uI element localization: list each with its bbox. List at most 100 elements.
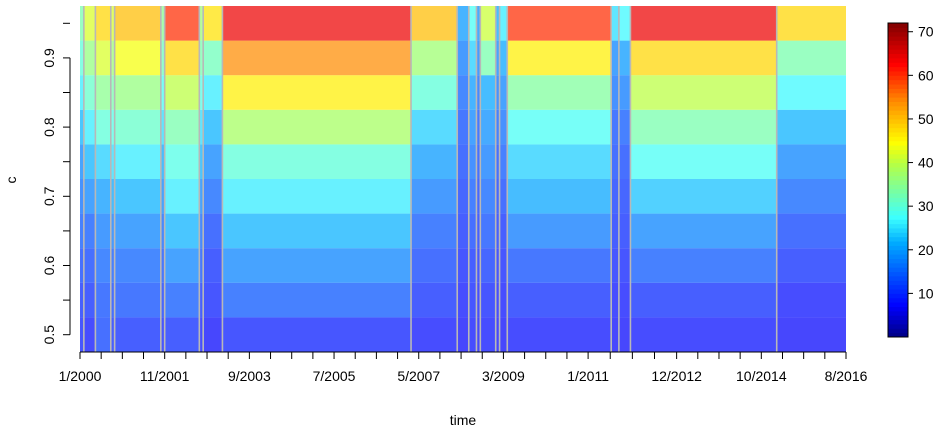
y-tick-label: 0.6 bbox=[41, 256, 57, 276]
heat-cell bbox=[80, 248, 84, 283]
heat-cell bbox=[476, 213, 481, 249]
heat-cell bbox=[95, 248, 111, 283]
heat-cell bbox=[160, 317, 165, 352]
heat-cell bbox=[411, 40, 458, 76]
heat-cell bbox=[618, 40, 631, 76]
y-tick-label: 0.9 bbox=[41, 48, 57, 68]
heat-cell bbox=[110, 144, 115, 179]
heat-cell bbox=[611, 213, 619, 249]
heat-cell bbox=[776, 179, 846, 214]
heat-cell bbox=[80, 144, 84, 179]
heat-cell bbox=[499, 109, 508, 145]
heat-cell bbox=[203, 144, 223, 179]
colorbar-swatch bbox=[888, 136, 908, 142]
heat-cell bbox=[411, 109, 458, 145]
colorbar-swatch bbox=[888, 293, 908, 299]
heat-cell bbox=[83, 109, 96, 145]
heat-cell bbox=[411, 248, 458, 283]
heat-cell bbox=[80, 6, 84, 41]
heat-cell bbox=[476, 109, 481, 145]
heat-cell bbox=[110, 282, 115, 318]
heat-cell bbox=[199, 317, 204, 352]
heat-cell bbox=[160, 6, 165, 41]
heat-cell bbox=[411, 282, 458, 318]
colorbar-swatch bbox=[888, 306, 908, 312]
heat-cell bbox=[114, 248, 161, 283]
heat-cell bbox=[83, 248, 96, 283]
colorbar-tick-label: 60 bbox=[918, 67, 934, 83]
heat-cell bbox=[618, 179, 631, 214]
heat-cell bbox=[411, 6, 458, 41]
heat-cell bbox=[457, 109, 469, 145]
heat-cell bbox=[203, 40, 223, 76]
colorbar-swatch bbox=[888, 319, 908, 325]
heat-cell bbox=[164, 144, 200, 179]
colorbar-swatch bbox=[888, 49, 908, 55]
colorbar-swatch bbox=[888, 201, 908, 207]
heat-cell bbox=[776, 144, 846, 179]
heat-cell bbox=[457, 179, 469, 214]
colorbar-swatch bbox=[888, 75, 908, 81]
heat-cell bbox=[164, 6, 200, 41]
heat-cell bbox=[468, 6, 477, 41]
heat-cell bbox=[160, 144, 165, 179]
colorbar-swatch bbox=[888, 245, 908, 251]
heat-cell bbox=[110, 6, 115, 41]
heat-cell bbox=[199, 6, 204, 41]
colorbar-swatch bbox=[888, 188, 908, 194]
heat-cell bbox=[95, 317, 111, 352]
heat-cell bbox=[495, 144, 500, 179]
heat-cell bbox=[160, 40, 165, 76]
colorbar-swatch bbox=[888, 223, 908, 229]
x-tick-label: 5/2007 bbox=[397, 368, 440, 384]
heat-cell bbox=[203, 6, 223, 41]
colorbar-swatch bbox=[888, 140, 908, 146]
heat-cell bbox=[457, 282, 469, 318]
heat-cell bbox=[507, 213, 612, 249]
heat-cell bbox=[611, 282, 619, 318]
heat-cell bbox=[110, 40, 115, 76]
y-axis-title: c bbox=[3, 177, 19, 184]
heat-cell bbox=[507, 75, 612, 110]
heat-cell bbox=[164, 317, 200, 352]
heat-cell bbox=[468, 213, 477, 249]
heat-cell bbox=[160, 213, 165, 249]
heat-cell bbox=[630, 6, 777, 41]
colorbar-swatch bbox=[888, 166, 908, 172]
x-axis: 1/2000 11/2001 9/2003 7/2005 5/2007 3/2009 1/2… bbox=[59, 351, 868, 384]
heat-cell bbox=[499, 75, 508, 110]
heat-cell bbox=[776, 213, 846, 249]
heat-cell bbox=[80, 213, 84, 249]
heat-cell bbox=[95, 282, 111, 318]
heat-cell bbox=[203, 213, 223, 249]
heat-cell bbox=[160, 282, 165, 318]
heat-cell bbox=[611, 75, 619, 110]
heat-cell bbox=[199, 144, 204, 179]
colorbar-swatch bbox=[888, 302, 908, 307]
heat-cell bbox=[480, 179, 496, 214]
heat-cell bbox=[164, 282, 200, 318]
x-tick-label: 3/2009 bbox=[482, 368, 525, 384]
heat-cell bbox=[203, 248, 223, 283]
heat-cell bbox=[95, 6, 111, 41]
colorbar-swatch bbox=[888, 236, 908, 242]
colorbar-swatch bbox=[888, 197, 908, 203]
heat-cell bbox=[95, 213, 111, 249]
heat-cell bbox=[80, 109, 84, 145]
heat-cell bbox=[95, 40, 111, 76]
heat-cell bbox=[457, 213, 469, 249]
heat-cell bbox=[630, 109, 777, 145]
heat-cell bbox=[222, 40, 412, 76]
heat-cell bbox=[411, 75, 458, 110]
heat-cell bbox=[114, 40, 161, 76]
heat-cell bbox=[611, 179, 619, 214]
heat-cell bbox=[495, 317, 500, 352]
heat-cell bbox=[199, 282, 204, 318]
heat-cell bbox=[618, 75, 631, 110]
heat-cell bbox=[203, 109, 223, 145]
heat-cell bbox=[83, 6, 96, 41]
heat-cell bbox=[630, 144, 777, 179]
heat-cell bbox=[80, 317, 84, 352]
colorbar-tick-label: 40 bbox=[918, 155, 934, 171]
heat-cell bbox=[199, 179, 204, 214]
